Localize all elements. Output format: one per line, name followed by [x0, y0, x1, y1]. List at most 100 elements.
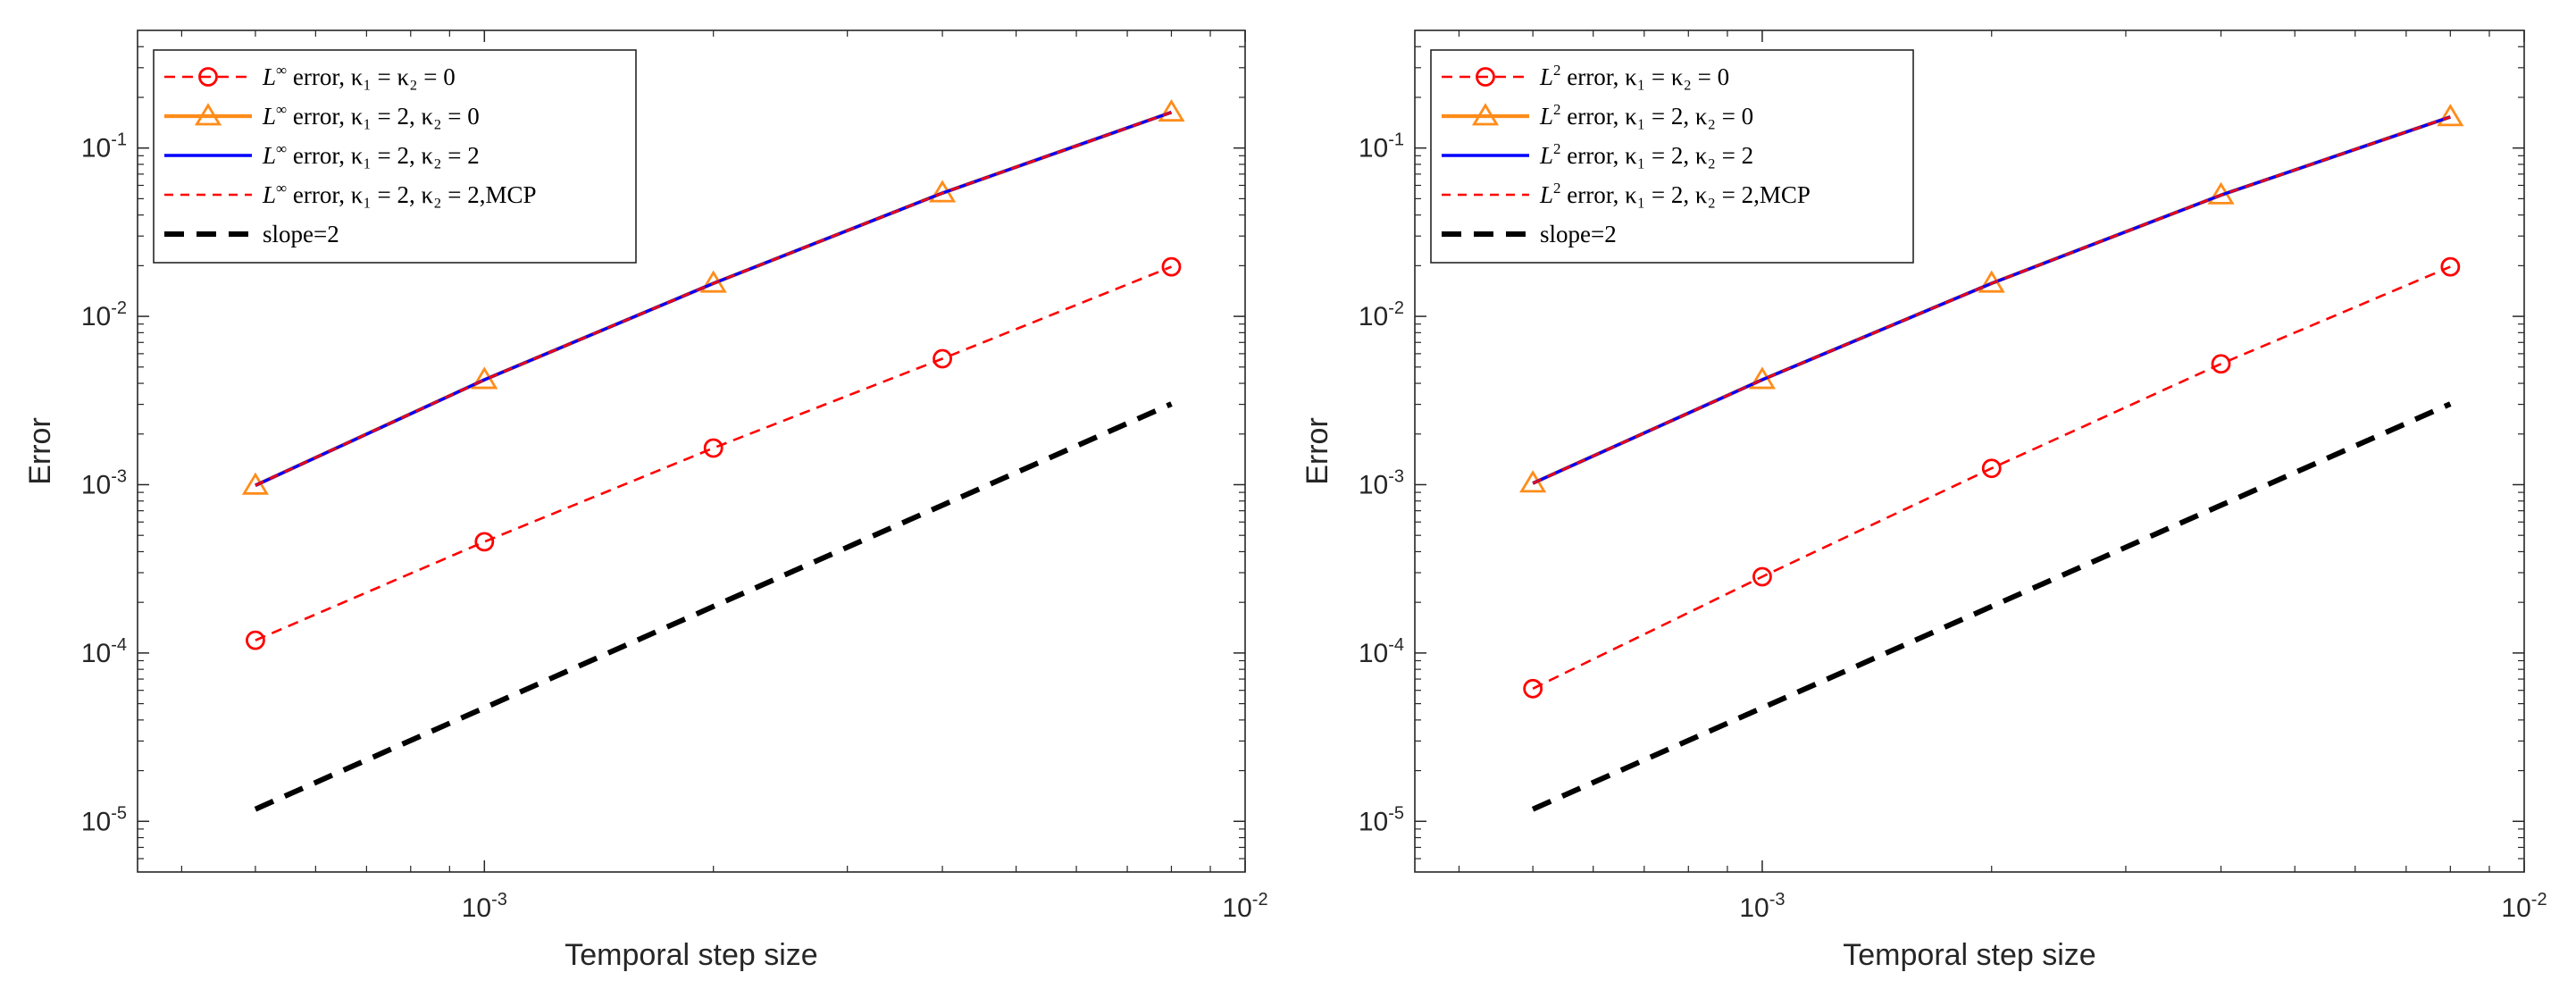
- legend: L∞ error, κ₁ = κ₂ = 0L∞ error, κ₁ = 2, κ…: [153, 49, 637, 264]
- legend-entry-text: error, κ₁ = 2, κ₂ = 2: [1561, 142, 1754, 169]
- y-tick-label: 10-5: [81, 803, 127, 836]
- legend-entry-text: error, κ₁ = κ₂ = 0: [1561, 63, 1730, 90]
- y-tick-label: 10-2: [81, 298, 127, 331]
- series-black-thick-dashed: [254, 401, 1173, 812]
- series-line: [1531, 401, 2452, 812]
- legend-entry-label: L2 error, κ₁ = 2, κ₂ = 2,MCP: [1539, 180, 1811, 208]
- y-tick-label-base: 10: [1359, 134, 1388, 163]
- legend-norm-superscript: ∞: [276, 140, 287, 157]
- legend-norm-symbol: L: [262, 103, 276, 130]
- legend-norm-symbol: L: [262, 181, 276, 208]
- legend-entry-label: L∞ error, κ₁ = 2, κ₂ = 2: [262, 140, 480, 169]
- data-point-marker: [1981, 458, 2002, 479]
- series-line: [255, 265, 1172, 641]
- y-tick-label-exponent: -5: [111, 803, 127, 823]
- legend-norm-superscript: ∞: [276, 180, 287, 197]
- series-red-dashed-circle: [246, 256, 1182, 650]
- series-red-dashed: [255, 111, 1172, 487]
- x-axis-label: Temporal step size: [1843, 938, 2095, 972]
- legend: L2 error, κ₁ = κ₂ = 0L2 error, κ₁ = 2, κ…: [1430, 49, 1914, 264]
- x-tick-label-base: 10: [462, 893, 491, 923]
- legend-norm-superscript: 2: [1553, 180, 1561, 197]
- legend-norm-superscript: ∞: [276, 101, 287, 118]
- y-tick-label-exponent: -1: [111, 130, 127, 150]
- legend-norm-symbol: L: [262, 63, 276, 90]
- y-tick-label-exponent: -2: [111, 298, 127, 318]
- y-tick-label-base: 10: [81, 302, 111, 331]
- y-tick-label: 10-1: [1359, 130, 1404, 163]
- y-tick-label: 10-3: [81, 466, 127, 499]
- y-tick-label-exponent: -4: [111, 635, 127, 655]
- data-point-marker: [1523, 678, 1543, 699]
- y-tick-label-base: 10: [1359, 639, 1388, 668]
- y-tick-label-base: 10: [81, 639, 111, 668]
- x-tick-label-base: 10: [2501, 893, 2530, 923]
- legend-entry-text: error, κ₁ = 2, κ₂ = 0: [287, 103, 480, 130]
- series-line: [254, 401, 1173, 812]
- x-tick-label: 10-2: [1222, 890, 1267, 923]
- series-line: [1532, 115, 2451, 484]
- legend-norm-superscript: 2: [1553, 101, 1561, 118]
- y-tick-label-base: 10: [1359, 470, 1388, 499]
- legend-norm-superscript: 2: [1553, 140, 1561, 157]
- y-tick-label-base: 10: [1359, 807, 1388, 836]
- x-axis-label: Temporal step size: [565, 938, 817, 972]
- data-point-marker: [2437, 104, 2464, 127]
- y-axis-label: Error: [23, 417, 57, 485]
- legend-entry-text: error, κ₁ = 2, κ₂ = 0: [1561, 103, 1754, 130]
- legend-norm-superscript: 2: [1553, 62, 1561, 79]
- legend-entry-label: L∞ error, κ₁ = 2, κ₂ = 0: [262, 101, 480, 130]
- x-tick-label-exponent: -3: [1769, 890, 1786, 910]
- y-tick-label: 10-5: [1359, 803, 1404, 836]
- data-point-marker: [1161, 256, 1182, 277]
- x-tick-label-base: 10: [1222, 893, 1251, 923]
- y-tick-label: 10-1: [81, 130, 127, 163]
- legend-entry-text: error, κ₁ = 2, κ₂ = 2,MCP: [287, 181, 536, 208]
- y-tick-label: 10-2: [1359, 298, 1404, 331]
- legend-norm-symbol: L: [1539, 181, 1553, 208]
- legend-norm-symbol: L: [1539, 63, 1553, 90]
- legend-entry-text: error, κ₁ = κ₂ = 0: [287, 63, 456, 90]
- minor-ticks: [138, 30, 1245, 872]
- series-red-dashed: [1532, 115, 2451, 484]
- x-tick-label-base: 10: [1739, 893, 1769, 923]
- y-tick-label-base: 10: [1359, 302, 1388, 331]
- legend-entry-label: L2 error, κ₁ = 2, κ₂ = 2: [1539, 140, 1753, 169]
- series-line: [1532, 265, 2451, 690]
- y-tick-label-exponent: -5: [1388, 803, 1404, 823]
- y-tick-label-exponent: -1: [1388, 130, 1404, 150]
- y-tick-label-base: 10: [81, 807, 111, 836]
- legend-norm-symbol: L: [262, 142, 276, 169]
- legend-swatch-marker: [1471, 103, 1500, 126]
- x-tick-label-exponent: -2: [2531, 890, 2547, 910]
- data-point-marker: [933, 348, 952, 369]
- legend-entry-label: slope=2: [263, 221, 339, 247]
- series-red-dashed-circle: [1523, 256, 2461, 699]
- legend-entry-label: L2 error, κ₁ = 2, κ₂ = 0: [1539, 101, 1753, 130]
- legend-entry-label: L∞ error, κ₁ = 2, κ₂ = 2,MCP: [262, 180, 537, 208]
- x-tick-label: 10-3: [1739, 890, 1785, 923]
- y-tick-label: 10-3: [1359, 466, 1404, 499]
- y-tick-label-base: 10: [81, 470, 111, 499]
- y-tick-label-exponent: -3: [111, 466, 127, 486]
- x-tick-label: 10-2: [2501, 890, 2547, 923]
- data-point-marker: [2211, 354, 2231, 374]
- x-tick-label-exponent: -3: [491, 890, 507, 910]
- legend-entry-label: slope=2: [1540, 221, 1617, 247]
- y-axis-label: Error: [1301, 417, 1334, 485]
- minor-ticks: [1415, 30, 2524, 872]
- y-tick-label-exponent: -3: [1388, 466, 1404, 486]
- data-point-marker: [246, 630, 265, 650]
- data-point-marker: [1752, 566, 1772, 587]
- legend-entry-text: error, κ₁ = 2, κ₂ = 2,MCP: [1561, 181, 1811, 208]
- legend-entry-label: L∞ error, κ₁ = κ₂ = 0: [262, 62, 456, 90]
- data-point-marker: [1158, 98, 1185, 122]
- data-point-marker: [474, 532, 495, 552]
- legend-entry-text: error, κ₁ = 2, κ₂ = 2: [287, 142, 480, 169]
- legend-swatch-marker: [198, 67, 218, 87]
- legend-norm-symbol: L: [1539, 142, 1553, 169]
- series-black-thick-dashed: [1531, 401, 2452, 812]
